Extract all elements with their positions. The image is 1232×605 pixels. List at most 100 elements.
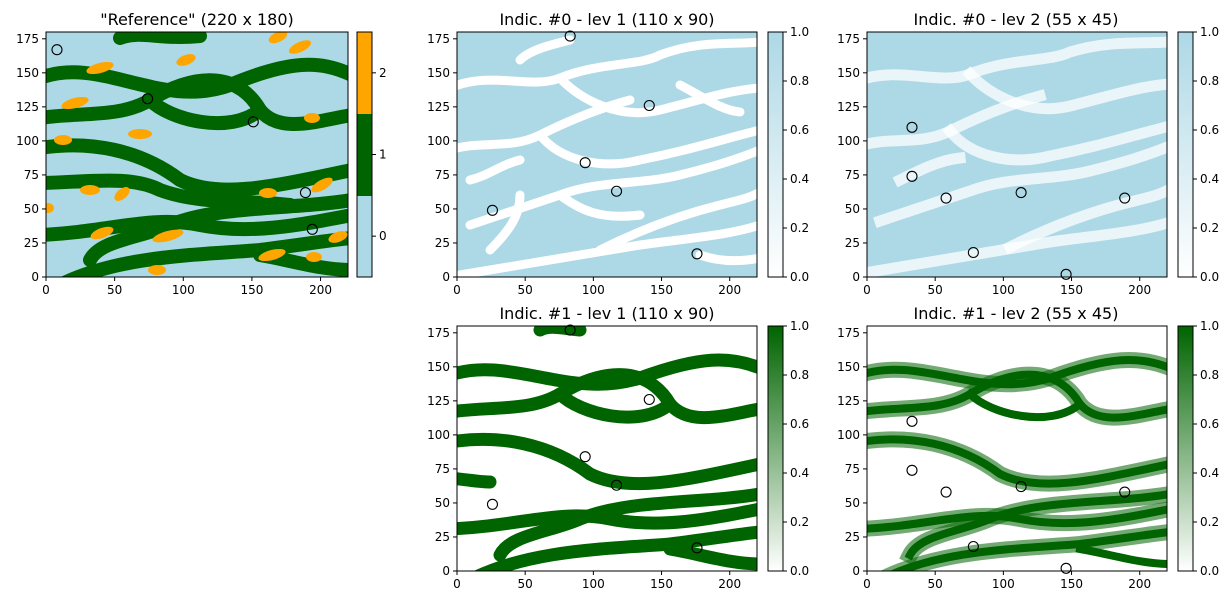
- data-point: [967, 246, 979, 259]
- y-tick-label: 125: [16, 100, 39, 114]
- y-tick-label: 0: [852, 270, 860, 284]
- x-tick-label: 50: [107, 283, 122, 297]
- colorbar-tick-label: 0.2: [790, 515, 809, 529]
- data-point: [906, 464, 918, 476]
- x-tick-label: 100: [992, 577, 1015, 591]
- x-tick-label: 100: [582, 577, 605, 591]
- panel-title: Indic. #0 - lev 1 (110 x 90): [499, 10, 714, 29]
- y-tick-label: 25: [845, 236, 860, 250]
- y-tick-label: 75: [845, 462, 860, 476]
- y-tick-label: 150: [427, 360, 450, 374]
- x-tick-label: 200: [1128, 283, 1151, 297]
- colorbar-tick-label: 0.8: [790, 74, 809, 88]
- x-tick-label: 0: [453, 577, 461, 591]
- y-tick-label: 100: [427, 134, 450, 148]
- data-point: [564, 30, 576, 42]
- y-tick-label: 175: [427, 32, 450, 46]
- panel-indic1-lev2: Indic. #1 - lev 2 (55 x 45): [837, 304, 1219, 591]
- x-tick-label: 150: [1060, 283, 1083, 297]
- colorbar-tick-label: 1.0: [1200, 319, 1219, 333]
- y-tick-label: 125: [427, 100, 450, 114]
- data-point: [691, 542, 703, 554]
- panel-indic0-lev1: Indic. #0 - lev 1 (110 x 90) 0 50 100 150: [427, 10, 809, 297]
- x-tick-label: 150: [650, 577, 673, 591]
- y-tick-label: 50: [24, 202, 39, 216]
- panel-indic0-lev2: Indic. #0 - lev 2 (55 x 45) 0 50 100 150 200…: [837, 10, 1219, 297]
- colorbar-tick-label: 1.0: [1200, 25, 1219, 39]
- x-tick-label: 50: [518, 577, 533, 591]
- data-point: [306, 223, 318, 235]
- panel-reference: "Reference" (220 x 180): [16, 10, 387, 297]
- data-point: [486, 204, 499, 216]
- colorbar-tick-label: 0.4: [790, 172, 809, 186]
- y-tick-label: 175: [837, 32, 860, 46]
- data-point: [579, 451, 591, 463]
- y-tick-label: 150: [837, 360, 860, 374]
- y-tick-label: 125: [837, 394, 860, 408]
- data-point: [643, 393, 655, 406]
- y-tick-label: 25: [435, 236, 450, 250]
- colorbar-tick-label: 0.6: [790, 417, 809, 431]
- colorbar-tick-label: 0.4: [1200, 172, 1219, 186]
- image-area: [867, 32, 1167, 277]
- x-tick-label: 0: [42, 283, 50, 297]
- y-tick-label: 25: [24, 236, 39, 250]
- y-tick-label: 75: [845, 168, 860, 182]
- x-tick-label: 0: [863, 283, 871, 297]
- y-tick-label: 50: [435, 202, 450, 216]
- y-tick-label: 75: [435, 168, 450, 182]
- colorbar-tick-label: 0.8: [790, 368, 809, 382]
- image-area: [867, 326, 1167, 571]
- data-point: [564, 324, 576, 336]
- y-tick-label: 125: [427, 394, 450, 408]
- data-point: [579, 157, 591, 169]
- x-tick-label: 200: [718, 283, 741, 297]
- data-point: [1015, 481, 1027, 493]
- data-point: [906, 415, 918, 427]
- y-tick-label: 100: [427, 428, 450, 442]
- x-tick-label: 100: [172, 283, 195, 297]
- colorbar-tick-label: 0.0: [790, 564, 809, 578]
- colorbar-tick-label: 0.8: [1200, 74, 1219, 88]
- data-point: [691, 248, 703, 260]
- colorbar-tick-label: 0.0: [1200, 270, 1219, 284]
- x-tick-label: 150: [650, 283, 673, 297]
- colorbar: 0.0 0.2 0.4 0.6 0.8 1.0: [767, 319, 809, 578]
- data-point: [906, 170, 918, 182]
- panel-indic1-lev1: Indic. #1 - lev 1 (110 x 90) 0 50 100 150 20…: [427, 304, 809, 591]
- colorbar-tick-label: 0.4: [790, 466, 809, 480]
- y-tick-label: 100: [837, 428, 860, 442]
- data-point: [1119, 486, 1131, 498]
- colorbar-tick-label: 2: [379, 66, 387, 80]
- colorbar-tick-label: 0.2: [1200, 515, 1219, 529]
- data-point: [142, 93, 154, 105]
- y-tick-label: 25: [845, 530, 860, 544]
- colorbar-tick-label: 0.0: [790, 270, 809, 284]
- data-point: [610, 479, 623, 491]
- data-point: [1060, 268, 1072, 280]
- data-point: [247, 116, 259, 128]
- colorbar: 0.0 0.2 0.4 0.6 0.8 1.0: [767, 25, 809, 284]
- y-tick-label: 75: [24, 168, 39, 182]
- x-tick-label: 150: [1060, 577, 1083, 591]
- image-area: [457, 326, 757, 571]
- y-tick-label: 150: [16, 66, 39, 80]
- y-tick-label: 50: [435, 496, 450, 510]
- y-tick-label: 125: [837, 100, 860, 114]
- data-point: [940, 192, 952, 204]
- x-tick-label: 200: [1128, 577, 1151, 591]
- data-point: [1015, 187, 1027, 199]
- colorbar-tick-label: 1: [379, 148, 387, 162]
- data-point: [299, 187, 311, 199]
- data-point: [643, 99, 655, 112]
- colorbar-tick-label: 0.8: [1200, 368, 1219, 382]
- y-tick-label: 75: [435, 462, 450, 476]
- y-tick-label: 100: [16, 134, 39, 148]
- image-area: [457, 32, 757, 277]
- y-tick-label: 175: [427, 326, 450, 340]
- y-tick-label: 175: [837, 326, 860, 340]
- data-point: [51, 44, 63, 56]
- colorbar: 0.0 0.2 0.4 0.6 0.8 1.0: [1177, 25, 1219, 284]
- data-point: [940, 486, 952, 498]
